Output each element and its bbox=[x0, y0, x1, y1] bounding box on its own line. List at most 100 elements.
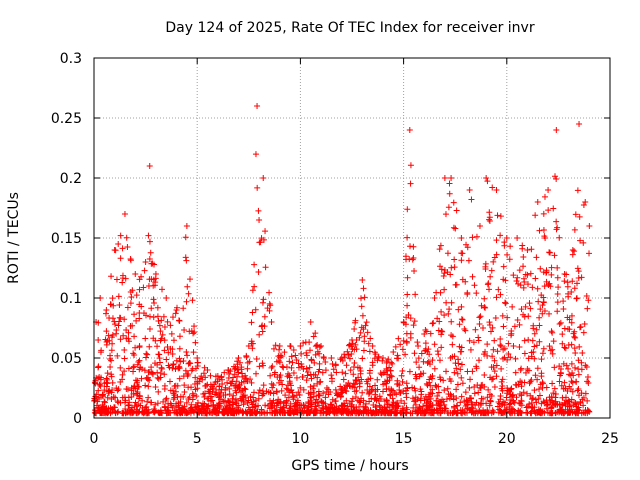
roti-point bbox=[327, 401, 334, 408]
roti-point bbox=[560, 410, 567, 417]
roti-point bbox=[306, 364, 313, 371]
roti-point bbox=[536, 338, 543, 345]
roti-point bbox=[442, 405, 449, 412]
x-axis-label: GPS time / hours bbox=[291, 458, 408, 474]
roti-point bbox=[412, 408, 419, 415]
roti-point bbox=[476, 321, 483, 328]
roti-point bbox=[445, 310, 452, 317]
roti-point bbox=[267, 372, 274, 379]
y-tick-label: 0.25 bbox=[51, 111, 82, 127]
roti-point bbox=[571, 333, 578, 340]
roti-point bbox=[128, 393, 135, 400]
roti-point bbox=[468, 196, 475, 203]
roti-point bbox=[95, 387, 102, 394]
roti-point bbox=[354, 397, 361, 404]
roti-point bbox=[435, 383, 442, 390]
roti-point bbox=[185, 290, 192, 297]
roti-point bbox=[360, 403, 367, 410]
roti-point bbox=[401, 400, 408, 407]
roti-point bbox=[134, 361, 141, 368]
roti-point bbox=[529, 284, 536, 291]
roti-point bbox=[320, 355, 327, 362]
roti-point bbox=[452, 225, 459, 232]
roti-point bbox=[166, 378, 173, 385]
roti-point bbox=[582, 390, 589, 397]
roti-point bbox=[245, 343, 252, 349]
roti-point bbox=[160, 398, 167, 405]
roti-point bbox=[414, 396, 421, 403]
roti-point bbox=[105, 388, 112, 395]
roti-point bbox=[562, 394, 569, 401]
roti-point bbox=[458, 235, 465, 241]
roti-point bbox=[374, 376, 381, 383]
roti-point bbox=[312, 371, 319, 378]
roti-point bbox=[489, 184, 496, 191]
roti-point bbox=[291, 403, 298, 410]
roti-point bbox=[114, 352, 121, 359]
roti-point bbox=[491, 357, 498, 364]
roti-point bbox=[357, 367, 364, 374]
roti-point bbox=[314, 380, 321, 387]
roti-point bbox=[566, 409, 573, 416]
roti-point bbox=[399, 346, 406, 353]
roti-point bbox=[286, 358, 293, 365]
y-tick-label: 0.2 bbox=[60, 171, 82, 187]
roti-point bbox=[386, 364, 393, 371]
roti-point bbox=[230, 363, 237, 370]
roti-point bbox=[192, 365, 199, 372]
roti-point bbox=[565, 342, 572, 349]
roti-point bbox=[230, 392, 237, 399]
roti-point bbox=[297, 343, 304, 349]
roti-point bbox=[157, 370, 164, 377]
roti-point bbox=[384, 401, 391, 408]
roti-point bbox=[533, 399, 540, 406]
roti-point bbox=[219, 380, 226, 387]
roti-point bbox=[437, 263, 444, 270]
roti-point bbox=[577, 237, 584, 244]
roti-point bbox=[277, 354, 284, 361]
roti-point bbox=[480, 395, 487, 402]
roti-point bbox=[149, 371, 156, 378]
roti-point bbox=[539, 350, 546, 357]
roti-point bbox=[429, 320, 436, 327]
roti-point bbox=[545, 281, 552, 288]
roti-point bbox=[214, 378, 221, 385]
roti-point bbox=[142, 335, 149, 342]
roti-point bbox=[576, 324, 583, 331]
roti-point bbox=[521, 350, 528, 357]
roti-point bbox=[431, 341, 438, 348]
roti-point bbox=[575, 357, 582, 364]
roti-point bbox=[126, 406, 133, 413]
roti-point bbox=[318, 343, 325, 349]
roti-point bbox=[457, 399, 464, 406]
roti-point bbox=[380, 388, 387, 395]
roti-point bbox=[585, 297, 592, 304]
roti-point bbox=[201, 390, 208, 397]
roti-point bbox=[122, 275, 129, 282]
roti-point bbox=[166, 364, 173, 371]
roti-point bbox=[297, 384, 304, 391]
roti-point bbox=[533, 254, 540, 261]
roti-point bbox=[340, 376, 347, 383]
roti-point bbox=[412, 291, 419, 298]
roti-point bbox=[97, 383, 104, 390]
roti-point bbox=[434, 348, 441, 355]
roti-point bbox=[360, 397, 367, 404]
roti-point bbox=[558, 382, 565, 389]
roti-point bbox=[502, 299, 509, 306]
roti-point bbox=[404, 274, 411, 281]
roti-point bbox=[458, 257, 465, 264]
roti-point bbox=[146, 238, 153, 245]
roti-point bbox=[277, 372, 284, 379]
roti-point bbox=[446, 306, 453, 313]
roti-point bbox=[365, 340, 372, 347]
roti-point bbox=[422, 327, 429, 334]
roti-point bbox=[557, 406, 564, 413]
roti-point bbox=[280, 364, 287, 371]
roti-point bbox=[574, 280, 581, 287]
roti-point bbox=[136, 357, 143, 364]
roti-point bbox=[447, 378, 454, 385]
roti-point bbox=[290, 396, 297, 403]
roti-point bbox=[473, 290, 480, 297]
roti-point bbox=[555, 284, 562, 291]
